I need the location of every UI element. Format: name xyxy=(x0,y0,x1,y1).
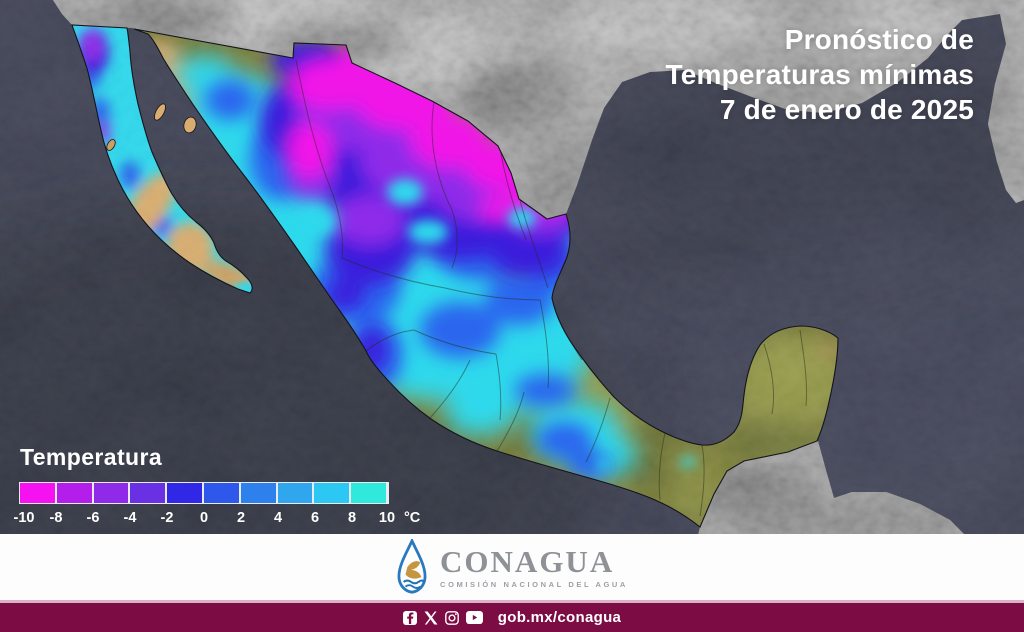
legend-tick: -2 xyxy=(160,510,174,526)
legend-tick: -4 xyxy=(123,510,137,526)
legend-tick: 4 xyxy=(273,510,283,526)
legend-tick: -8 xyxy=(49,510,63,526)
title-line-2: Temperaturas mínimas xyxy=(665,59,974,90)
legend-tick: 8 xyxy=(347,510,357,526)
legend-swatch xyxy=(56,483,92,503)
conagua-wordmark: CONAGUA xyxy=(440,543,615,579)
logo-strip: CONAGUA COMISIÓN NACIONAL DEL AGUA xyxy=(0,534,1024,600)
title-line-3: 7 de enero de 2025 xyxy=(719,94,974,125)
conagua-drop-icon xyxy=(397,539,427,594)
facebook-icon[interactable] xyxy=(402,610,417,625)
legend-swatch xyxy=(203,483,239,503)
map-area: Pronóstico de Temperaturas mínimas 7 de … xyxy=(0,0,1024,534)
footer-divider xyxy=(0,600,1024,603)
legend-swatch xyxy=(277,483,313,503)
legend-ticks: -10 -8 -6 -4 -2 0 2 4 6 8 10 °C xyxy=(14,510,439,528)
conagua-logo: CONAGUA COMISIÓN NACIONAL DEL AGUA xyxy=(396,539,628,595)
legend-swatch xyxy=(351,483,386,503)
footer-link[interactable]: gob.mx/conagua xyxy=(497,609,622,626)
legend-swatch xyxy=(167,483,202,503)
legend-swatch xyxy=(93,483,129,503)
legend-tick: 0 xyxy=(199,510,209,526)
legend-tick: 10 xyxy=(378,510,396,526)
conagua-subtitle: COMISIÓN NACIONAL DEL AGUA xyxy=(440,579,628,589)
map-title: Pronóstico de Temperaturas mínimas 7 de … xyxy=(666,22,975,127)
temperature-legend: Temperatura -10 -8 -6 -4 -2 0 2 xyxy=(14,444,439,528)
title-line-1: Pronóstico de xyxy=(784,24,974,55)
legend-swatch xyxy=(240,483,276,503)
footer-bar: gob.mx/conagua xyxy=(0,603,1024,632)
instagram-icon[interactable] xyxy=(444,610,459,625)
legend-tick: 6 xyxy=(310,510,320,526)
islands xyxy=(106,103,197,151)
legend-tick: -10 xyxy=(13,510,35,526)
legend-swatch xyxy=(314,483,350,503)
legend-swatch xyxy=(20,483,55,503)
legend-tick: -6 xyxy=(86,510,100,526)
x-icon[interactable] xyxy=(424,611,438,625)
legend-colorbar xyxy=(19,482,389,504)
legend-unit: °C xyxy=(404,510,421,526)
mexico-weather-map xyxy=(0,0,1024,534)
legend-tick: 2 xyxy=(236,510,246,526)
youtube-icon[interactable] xyxy=(465,611,483,624)
legend-title: Temperatura xyxy=(20,444,163,470)
legend-swatch xyxy=(130,483,166,503)
